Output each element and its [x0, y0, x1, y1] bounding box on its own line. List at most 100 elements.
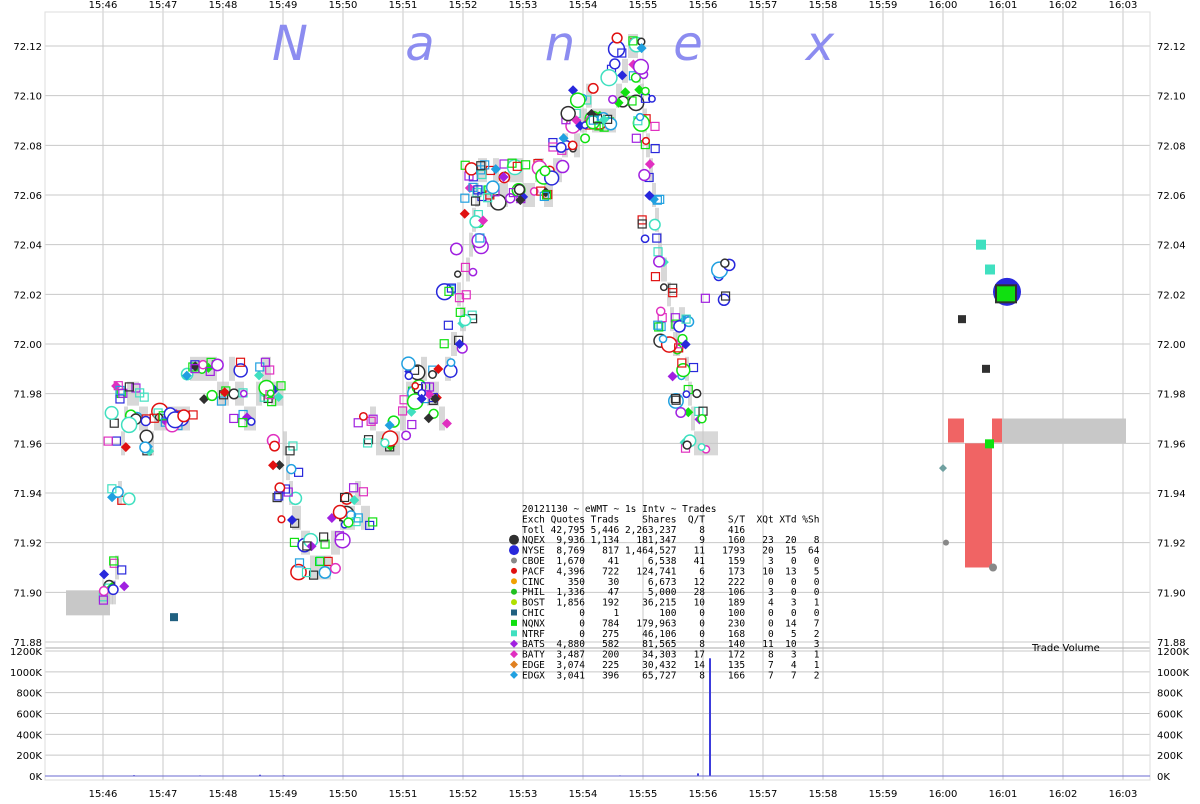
x-tick-label-top: 15:56: [689, 0, 718, 11]
trade-marker-circle: [683, 316, 695, 328]
y-tick-label-right: 72.10: [1157, 92, 1186, 103]
trade-marker-diamond: [219, 387, 230, 398]
x-tick-label-bottom: 15:56: [689, 789, 718, 800]
table-title: 20121130 ~ eWMT ~ 1s Intv ~ Trades: [522, 504, 716, 515]
trade-marker-diamond: [644, 190, 655, 201]
trade-marker-circle: [206, 389, 218, 402]
trade-marker-circle: [604, 117, 618, 131]
trade-marker-square: [982, 364, 990, 373]
quote-band-segment: [499, 183, 508, 207]
legend-marker-circle: [509, 545, 519, 556]
table-row: EDGX 3,041 396 65,727 8 166 7 7 2: [522, 670, 819, 681]
trade-marker-square: [650, 121, 660, 132]
trade-marker-square: [334, 531, 345, 541]
trade-marker-diamond: [558, 133, 569, 144]
trade-marker-square: [407, 419, 417, 430]
trade-marker-square: [302, 541, 312, 551]
trade-marker-circle: [122, 492, 136, 506]
trade-marker-circle: [641, 86, 650, 96]
trade-marker-circle: [428, 408, 439, 419]
trade-marker-circle: [334, 532, 351, 549]
trade-marker-diamond: [459, 208, 470, 219]
x-tick-label-top: 15:46: [89, 0, 118, 11]
legend-marker-circle: [511, 599, 517, 606]
trade-marker-square: [260, 357, 270, 367]
volume-tick-label-right: 1000K: [1157, 668, 1189, 679]
trade-marker-square: [455, 307, 465, 317]
trade-marker-circle: [239, 389, 248, 398]
volume-tick-label-right: 800K: [1157, 689, 1183, 700]
volume-bar: [709, 658, 711, 776]
trade-marker-diamond: [268, 460, 279, 471]
trade-marker-square: [276, 381, 286, 391]
x-tick-label-top: 15:58: [809, 0, 838, 11]
trade-marker-square: [235, 357, 246, 367]
trade-marker-circle: [449, 242, 463, 256]
trade-marker-diamond: [119, 581, 130, 592]
x-tick-label-bottom: 15:57: [749, 789, 778, 800]
trade-marker-square: [285, 446, 295, 456]
trade-marker-circle: [640, 234, 650, 244]
trade-marker-circle: [513, 183, 526, 196]
quote-band-segment: [121, 431, 125, 456]
trade-marker-circle: [332, 504, 348, 520]
volume-tick-label-left: 0K: [29, 772, 42, 783]
x-tick-label-bottom: 15:48: [209, 789, 238, 800]
trade-marker-square: [671, 395, 681, 405]
trade-marker-square: [111, 436, 122, 446]
plot-frame: [44, 11, 1151, 781]
trade-marker-circle: [989, 563, 997, 572]
trade-marker-circle: [98, 585, 110, 597]
x-tick-label-bottom: 15:47: [149, 789, 178, 800]
trade-marker-square: [353, 513, 363, 523]
trade-marker-square: [473, 185, 483, 195]
trade-marker-square: [460, 193, 470, 203]
trade-marker-square: [681, 314, 691, 324]
trade-marker-circle: [468, 267, 478, 277]
volume-tick-label-left: 1200K: [10, 647, 42, 658]
trade-marker-circle: [720, 258, 730, 268]
y-tick-label-left: 72.02: [13, 290, 42, 301]
trade-marker-circle: [697, 443, 706, 451]
table-header: Exch Quotes Trads Shares Q/T S/T XQt XTd…: [522, 514, 819, 525]
trade-marker-circle: [647, 94, 656, 103]
y-tick-label-left: 71.94: [13, 489, 42, 500]
quote-band-segment: [670, 307, 674, 332]
x-tick-label-bottom: 16:03: [1109, 789, 1138, 800]
trade-marker-square: [103, 436, 113, 446]
x-tick-label-bottom: 16:01: [989, 789, 1018, 800]
quote-band-segment: [469, 232, 473, 257]
trade-marker-circle: [139, 429, 154, 444]
watermark-letter: a: [405, 16, 434, 72]
trade-marker-square: [267, 397, 277, 407]
y-tick-label-right: 71.88: [1157, 638, 1186, 649]
volume-title: Trade Volume: [1031, 643, 1100, 654]
trade-marker-circle: [428, 370, 437, 379]
x-tick-label-bottom: 15:55: [629, 789, 658, 800]
quote-band-segment: [229, 356, 235, 381]
volume-tick-label-right: 400K: [1157, 730, 1183, 741]
trade-marker-square: [976, 239, 986, 250]
trade-marker-circle: [632, 58, 650, 75]
table-row: NTRF 0 275 46,106 0 168 0 5 2: [522, 629, 819, 640]
x-tick-label-top: 15:48: [209, 0, 238, 11]
y-tick-label-left: 71.92: [13, 539, 42, 550]
quote-band-segment: [487, 183, 493, 207]
quote-band-segment: [646, 133, 650, 158]
x-tick-label-bottom: 15:58: [809, 789, 838, 800]
trade-marker-circle: [329, 562, 341, 574]
quote-band-segment: [310, 555, 316, 580]
table-row: NYSE 8,769 817 1,464,527 11 1793 20 15 6…: [522, 546, 820, 557]
trade-marker-square: [637, 219, 647, 229]
quote-band-segment: [1002, 418, 1126, 444]
trade-marker-square: [627, 96, 637, 106]
y-tick-label-left: 71.88: [13, 638, 42, 649]
quote-band-segment: [283, 431, 287, 456]
y-tick-label-right: 71.96: [1157, 439, 1186, 450]
quote-band-segment: [475, 183, 479, 207]
trade-marker-circle: [343, 517, 354, 528]
trade-marker-circle: [459, 314, 472, 327]
y-tick-label-left: 72.12: [13, 42, 42, 53]
trade-marker-circle: [560, 105, 576, 122]
volume-tick-label-left: 600K: [16, 710, 42, 721]
